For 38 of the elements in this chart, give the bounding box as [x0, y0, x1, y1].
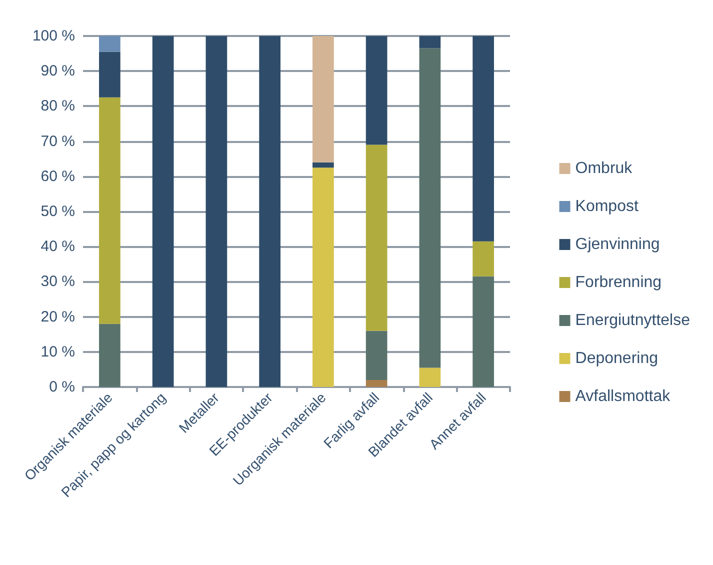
y-tick-label: 80 % — [40, 98, 75, 115]
legend-label: Avfallsmottak — [575, 388, 672, 405]
y-tick-label: 40 % — [40, 238, 75, 256]
y-tick-label: 10 % — [40, 343, 75, 360]
bar — [419, 368, 441, 387]
legend-label: Deponering — [575, 350, 658, 367]
legend-label: Ombruk — [575, 160, 634, 177]
y-tick-label: 100 % — [32, 28, 75, 44]
bar — [259, 36, 280, 387]
bar — [99, 324, 120, 387]
legend-label: Gjenvinning — [575, 236, 660, 253]
legend-label: Energiutnyttelse — [575, 312, 690, 329]
legend-label: Kompost — [575, 198, 639, 215]
legend-label: Forbrenning — [575, 274, 662, 291]
y-tick-label: 20 % — [40, 308, 75, 326]
y-tick-label: 0 % — [49, 378, 75, 396]
bar — [366, 144, 388, 331]
bar — [99, 36, 120, 52]
bar — [366, 330, 388, 380]
bar — [152, 36, 174, 387]
bar — [99, 52, 120, 98]
bar — [99, 97, 120, 324]
bar — [472, 36, 494, 242]
bar — [419, 48, 441, 368]
y-tick-label: 60 % — [40, 168, 75, 185]
y-tick-label: 50 % — [40, 203, 75, 220]
bar — [419, 36, 441, 48]
bar — [312, 36, 334, 162]
bar — [312, 168, 334, 387]
bar — [366, 380, 388, 387]
y-tick-label: 90 % — [40, 62, 75, 80]
y-tick-label: 30 % — [40, 273, 75, 290]
bar — [472, 241, 494, 276]
y-tick-label: 70 % — [40, 132, 75, 150]
bar — [206, 36, 228, 387]
bar — [366, 36, 388, 145]
bar — [472, 276, 494, 387]
bar — [312, 162, 334, 168]
